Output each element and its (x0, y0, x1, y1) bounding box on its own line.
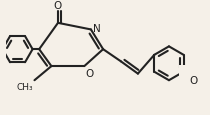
Text: N: N (93, 24, 101, 34)
Text: CH₃: CH₃ (17, 82, 34, 91)
Text: O: O (54, 1, 62, 11)
Text: O: O (85, 68, 93, 78)
Text: O: O (189, 76, 197, 85)
